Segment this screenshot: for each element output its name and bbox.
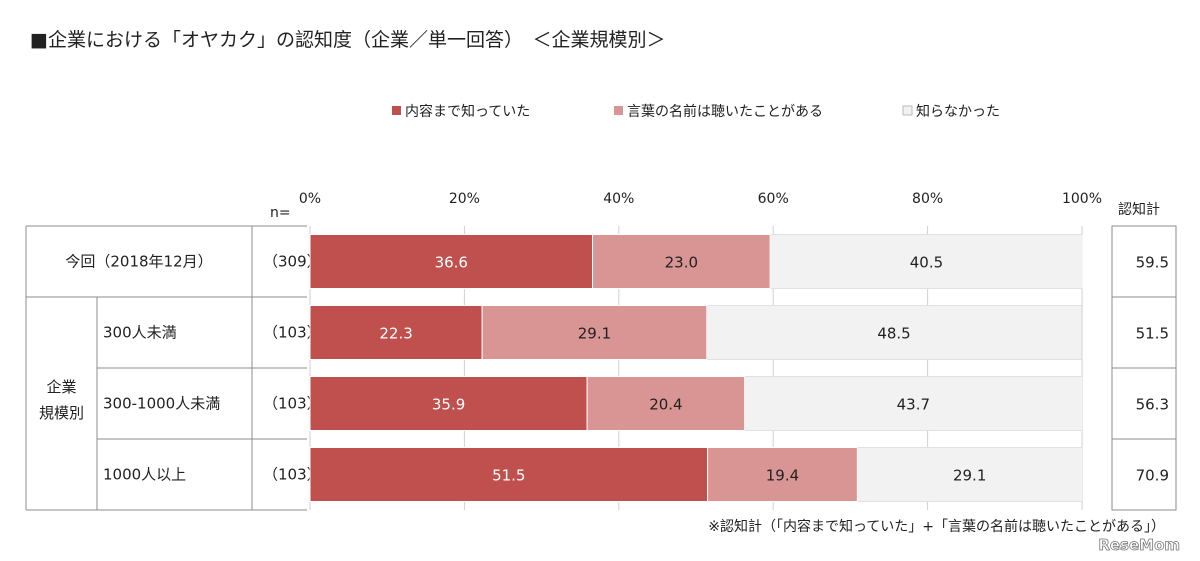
bar-segment-series-1	[309, 305, 483, 360]
row-label: 300人未満	[103, 324, 177, 342]
x-tick-label: 40%	[603, 191, 634, 207]
bar-value-label: 29.1	[953, 467, 986, 485]
bar-value-label: 40.5	[910, 254, 943, 272]
chart-title: ■企業における「オヤカク」の認知度（企業／単一回答） ＜企業規模別＞	[30, 29, 665, 51]
row-n: （103）	[263, 324, 322, 342]
bar-segment-series-2	[707, 447, 858, 502]
row-label: 300-1000人未満	[103, 395, 220, 413]
bar-segment-series-2	[481, 305, 708, 360]
bar-value-label: 43.7	[897, 396, 930, 414]
bar-segment-series-3	[706, 305, 1082, 360]
row-n: （103）	[263, 466, 322, 484]
bar-value-label: 48.5	[877, 325, 910, 343]
row-total: 51.5	[1136, 325, 1169, 343]
bar-value-label: 23.0	[665, 254, 698, 272]
bar-segment-series-1	[309, 376, 588, 431]
bar-segment-series-3	[744, 376, 1082, 431]
legend-swatch-3	[902, 105, 913, 116]
bar-value-label: 35.9	[432, 396, 465, 414]
total-header: 認知計	[1118, 201, 1160, 218]
row-n: （103）	[263, 395, 322, 413]
bar-value-label: 36.6	[435, 254, 468, 272]
x-tick-label: 0%	[299, 191, 321, 207]
bar-segment-series-1	[309, 447, 709, 502]
bar-value-label: 19.4	[766, 467, 799, 485]
bar-segment-series-3	[857, 447, 1082, 502]
bar-value-label: 29.1	[578, 325, 611, 343]
group-label-line: 規模別	[39, 404, 84, 422]
bar-value-label: 22.3	[379, 325, 412, 343]
bar-value-label: 51.5	[492, 467, 525, 485]
row-label: 今回（2018年12月）	[65, 253, 212, 271]
bar-segment-series-1	[309, 234, 594, 289]
row-label: 1000人以上	[103, 466, 186, 484]
x-tick-label: 20%	[449, 191, 480, 207]
bar-value-label: 20.4	[649, 396, 682, 414]
row-total: 59.5	[1136, 254, 1169, 272]
legend-label-1: 内容まで知っていた	[405, 103, 530, 120]
legend-label-3: 知らなかった	[916, 103, 1000, 120]
row-total: 70.9	[1136, 467, 1169, 485]
legend-swatch-1	[392, 106, 401, 115]
legend-swatch-2	[614, 106, 623, 115]
group-label-line: 企業	[46, 378, 76, 396]
footnote: ※認知計（「内容まで知っていた」+「言葉の名前は聴いたことがある」）	[708, 518, 1165, 535]
bar-segment-series-3	[770, 234, 1083, 289]
bar-segment-series-2	[592, 234, 771, 289]
bar-segment-series-2	[586, 376, 746, 431]
legend-label-2: 言葉の名前は聴いたことがある	[627, 103, 823, 120]
x-tick-label: 100%	[1062, 191, 1102, 207]
x-tick-label: 60%	[758, 191, 789, 207]
x-tick-label: 80%	[912, 191, 943, 207]
row-n: （309）	[263, 253, 322, 271]
n-label: n=	[270, 205, 291, 221]
row-total: 56.3	[1136, 396, 1169, 414]
watermark: ReseMom	[1098, 536, 1180, 554]
